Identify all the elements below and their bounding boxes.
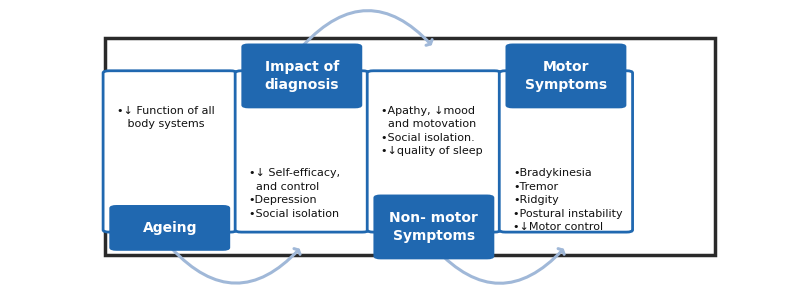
FancyBboxPatch shape: [499, 71, 633, 232]
FancyBboxPatch shape: [374, 196, 494, 258]
FancyBboxPatch shape: [110, 206, 229, 250]
Text: •↓ Function of all
   body systems: •↓ Function of all body systems: [117, 106, 214, 129]
Text: •↓ Self-efficacy,
  and control
•Depression
•Social isolation: •↓ Self-efficacy, and control •Depressio…: [249, 168, 340, 219]
Text: •Bradykinesia
•Tremor
•Ridgity
•Postural instability
•↓Motor control: •Bradykinesia •Tremor •Ridgity •Postural…: [513, 168, 622, 233]
Text: Impact of
diagnosis: Impact of diagnosis: [265, 60, 339, 92]
FancyBboxPatch shape: [367, 71, 501, 232]
FancyBboxPatch shape: [235, 71, 369, 232]
Text: Ageing: Ageing: [142, 221, 197, 235]
FancyBboxPatch shape: [506, 45, 626, 107]
Text: •Apathy, ↓mood
  and motovation
•Social isolation.
•↓quality of sleep: •Apathy, ↓mood and motovation •Social is…: [381, 106, 482, 157]
Text: Motor
Symptoms: Motor Symptoms: [525, 60, 607, 92]
FancyBboxPatch shape: [242, 45, 362, 107]
FancyBboxPatch shape: [103, 71, 237, 232]
Text: Non- motor
Symptoms: Non- motor Symptoms: [390, 211, 478, 243]
